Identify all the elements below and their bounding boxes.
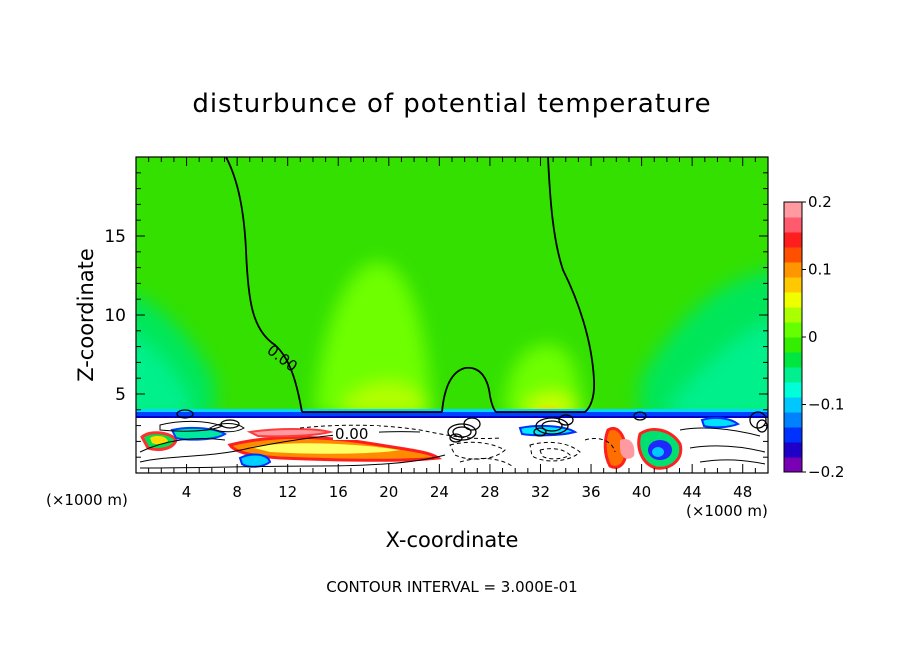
zero-contours — [225, 157, 596, 413]
dense-contour-clusters — [176, 409, 768, 443]
colorbar-swatch — [784, 232, 802, 248]
colorbar-swatch — [784, 382, 802, 398]
bl-contour-f — [679, 427, 766, 465]
colorbar-swatch — [784, 217, 802, 233]
x-tick-label: 44 — [683, 483, 702, 501]
pocket-far-right — [700, 416, 741, 429]
pocket-right-pink — [620, 438, 635, 459]
pocket-left-2 — [238, 453, 272, 468]
colorbar-swatch — [784, 442, 802, 458]
bl-contour-c — [139, 438, 226, 453]
cluster-far-right-ring-1 — [749, 411, 767, 429]
pocket-cold-core-2 — [652, 447, 664, 457]
x-tick-label: 16 — [329, 483, 348, 501]
y-tick-label: 5 — [115, 385, 126, 405]
cluster-left-ring-3 — [463, 417, 481, 431]
colorbar-swatch — [784, 307, 802, 323]
cluster-left-ring-4 — [449, 433, 463, 443]
bl-contour-e — [208, 423, 245, 433]
colorbar-swatch — [784, 427, 802, 443]
field-region-plume-center — [315, 262, 432, 415]
cluster-left-small-ring-2 — [220, 419, 240, 429]
cluster-left-small-ring — [176, 409, 194, 419]
bl-dashed-f — [584, 438, 616, 453]
x-tick-label: 32 — [531, 483, 550, 501]
x-tick-label: 48 — [733, 483, 752, 501]
contour-interval-note: CONTOUR INTERVAL = 3.000E-01 — [326, 578, 577, 596]
colorbar-swatch — [784, 367, 802, 383]
bl-contour-b — [139, 454, 446, 469]
colorbar-swatch — [784, 202, 802, 218]
zero-contour-bump — [441, 366, 497, 413]
colorbar-tick-label: −0.2 — [808, 463, 844, 481]
x-tick-label: 28 — [480, 483, 499, 501]
x-tick-label: 12 — [278, 483, 297, 501]
x-tick-label: 36 — [581, 483, 600, 501]
cluster-right-ring-2 — [541, 420, 563, 432]
x-tick-label: 24 — [430, 483, 449, 501]
zero-contour-left — [225, 157, 303, 413]
colorbar-swatch — [784, 352, 802, 368]
colorbar-tick-label: 0 — [808, 328, 818, 346]
contour-label-lower-bg — [333, 426, 379, 440]
pocket-left-core — [150, 435, 168, 445]
x-tick-label: 8 — [232, 483, 242, 501]
chart-title: disturbunce of potential temperature — [192, 89, 711, 119]
cluster-mid-ring — [633, 411, 647, 421]
bl-dashed-d — [529, 441, 581, 462]
cluster-right-ring-3 — [558, 414, 574, 426]
pocket-band-inner — [250, 443, 400, 454]
x-tick-label: 40 — [632, 483, 651, 501]
colorbar-swatch — [784, 277, 802, 293]
colorbar — [784, 202, 802, 473]
zero-contour-right — [547, 157, 596, 413]
cluster-right-ring-1 — [535, 417, 569, 435]
colorbar-swatch — [784, 397, 802, 413]
bl-dashed-contours — [299, 424, 616, 467]
colorbar-swatch — [784, 247, 802, 263]
y-tick-label: 15 — [104, 227, 126, 247]
colorbar-swatch — [784, 262, 802, 278]
y-ticks: 5 10 15 — [104, 172, 768, 458]
contour-label-lower: 0.00 — [335, 425, 368, 443]
colorbar-swatch — [784, 457, 802, 473]
heatmap-field: 0.00 0.00 — [136, 157, 768, 473]
bl-dashed-e — [539, 448, 571, 460]
field-region-left-cooler — [136, 337, 190, 420]
colorbar-tick-label: −0.1 — [808, 396, 844, 414]
y-axis-label: Z-coordinate — [74, 248, 98, 382]
x-ticks: 4 8 12 16 20 24 28 32 36 40 44 48 — [148, 157, 756, 501]
pocket-mid-2 — [246, 428, 334, 438]
x-tick-label: 20 — [379, 483, 398, 501]
colorbar-tick-label: 0.2 — [808, 193, 832, 211]
boundary-blue-line — [136, 412, 768, 416]
colorbar-tick-label: 0.1 — [808, 261, 832, 279]
x-unit-label-left: (×1000 m) — [46, 491, 128, 509]
cluster-right-ring-4 — [533, 427, 547, 437]
colorbar-swatch — [784, 337, 802, 353]
bl-dashed-b — [449, 441, 506, 460]
colorbar-ticks: 0.2 0.1 0 −0.1 −0.2 — [802, 193, 844, 481]
bl-dashed-a — [299, 424, 501, 440]
bl-dashed-c — [459, 458, 513, 467]
x-unit-label-right: (×1000 m) — [686, 502, 768, 520]
bl-contours — [139, 420, 766, 469]
boundary-navy-line — [136, 416, 768, 418]
y-tick-label: 10 — [104, 306, 126, 326]
colorbar-swatch — [784, 292, 802, 308]
field-region-right-cooler — [670, 323, 768, 420]
pocket-right-red — [603, 426, 628, 469]
x-tick-label: 4 — [182, 483, 192, 501]
colorbar-swatch — [784, 322, 802, 338]
x-axis-label: X-coordinate — [386, 528, 519, 552]
boundary-cyan-line — [136, 409, 768, 412]
colorbar-swatch — [784, 412, 802, 428]
